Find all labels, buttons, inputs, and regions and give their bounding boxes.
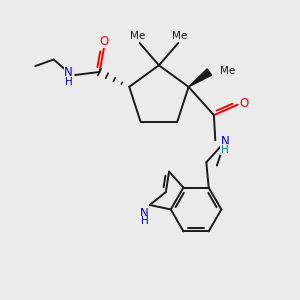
Text: H: H	[221, 145, 229, 155]
Text: N: N	[220, 135, 229, 148]
Text: Me: Me	[130, 31, 146, 40]
Text: H: H	[65, 76, 73, 86]
Polygon shape	[189, 69, 211, 87]
Text: N: N	[64, 66, 73, 79]
Text: H: H	[141, 216, 148, 226]
Text: O: O	[240, 97, 249, 110]
Text: Me: Me	[172, 31, 187, 40]
Text: Me: Me	[220, 65, 235, 76]
Text: N: N	[140, 207, 149, 220]
Text: O: O	[99, 34, 109, 48]
